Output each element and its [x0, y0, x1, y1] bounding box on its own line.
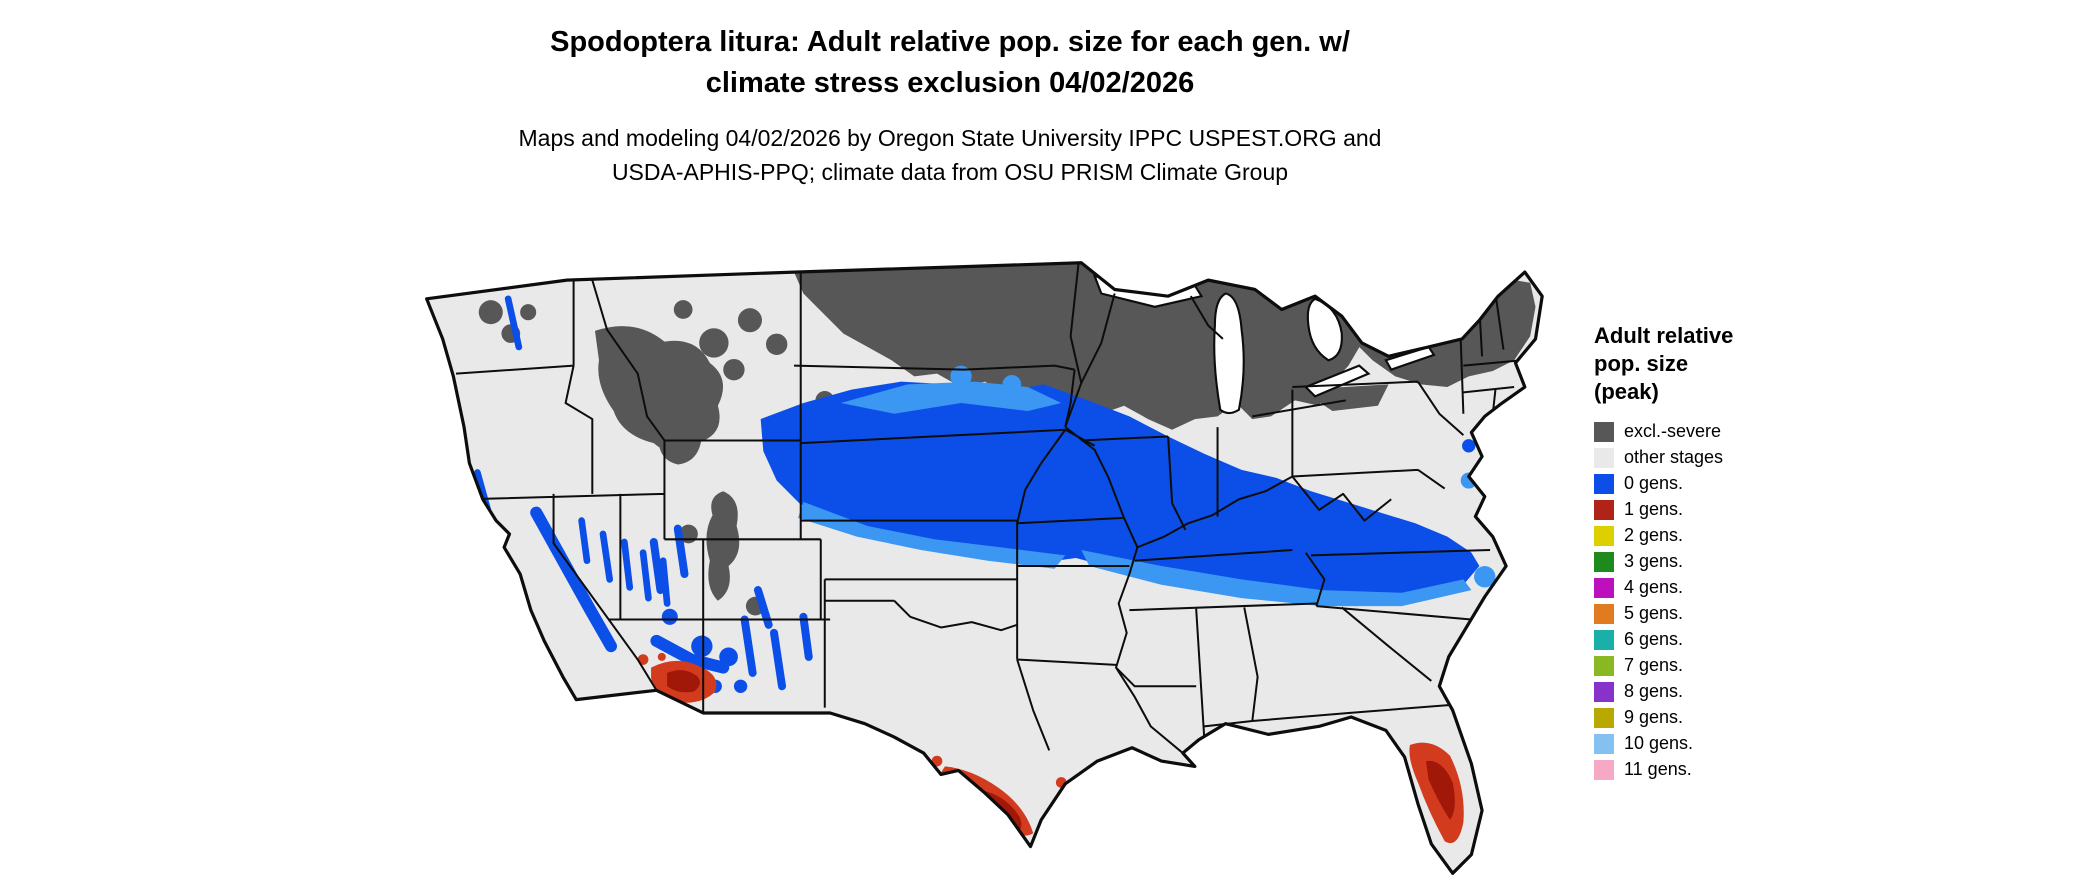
- legend-item-label: 9 gens.: [1624, 707, 1684, 728]
- legend-swatch: [1594, 421, 1614, 442]
- legend-item: 4 gens.: [1594, 577, 1844, 598]
- page-title: Spodoptera litura: Adult relative pop. s…: [0, 22, 1900, 104]
- map-shape: [950, 365, 972, 388]
- legend-item: 9 gens.: [1594, 707, 1844, 728]
- legend-swatch: [1594, 447, 1614, 468]
- map-shape: [455, 262, 1536, 844]
- legend-swatch: [1594, 655, 1614, 676]
- legend-title-line3: (peak): [1594, 379, 1659, 405]
- legend-swatch: [1594, 629, 1614, 650]
- header: Spodoptera litura: Adult relative pop. s…: [0, 22, 1900, 189]
- legend-item: excl.-severe: [1594, 421, 1844, 442]
- map-shape: [1081, 550, 1472, 607]
- legend-swatch: [1594, 499, 1614, 520]
- legend-swatch: [1594, 603, 1614, 624]
- blue-central-band: [760, 381, 1480, 607]
- excl-severe-colorado-rockies: [706, 491, 740, 601]
- legend-item: other stages: [1594, 447, 1844, 468]
- lake-erie: [1303, 364, 1371, 398]
- state-borders: [455, 262, 1523, 754]
- map-shape: [1002, 374, 1022, 394]
- legend-item: 2 gens.: [1594, 525, 1844, 546]
- page-title-line2: climate stress exclusion 04/02/2026: [705, 67, 1195, 100]
- map-shape: [661, 608, 678, 625]
- legend-item: 0 gens.: [1594, 473, 1844, 494]
- map-shape: [478, 300, 503, 325]
- map-region-0-gens: [661, 381, 1480, 693]
- legend-item: 6 gens.: [1594, 629, 1844, 650]
- legend-item: 7 gens.: [1594, 655, 1844, 676]
- map-shape: [691, 635, 713, 657]
- legend: Adult relative pop. size (peak) excl.-se…: [1594, 322, 1844, 785]
- legend-item-label: 5 gens.: [1624, 603, 1684, 624]
- legend-item-label: 6 gens.: [1624, 629, 1684, 650]
- map-shape: [673, 300, 693, 319]
- state-borders-west: [455, 272, 831, 713]
- mogollon-rim: [650, 634, 730, 674]
- map-shape: [1474, 566, 1496, 588]
- legend-item-label: 0 gens.: [1624, 473, 1684, 494]
- legend-swatch: [1594, 707, 1614, 728]
- page-subtitle-line2: USDA-APHIS-PPQ; climate data from OSU PR…: [611, 158, 1289, 185]
- legend-item: 1 gens.: [1594, 499, 1844, 520]
- legend-item-label: other stages: [1624, 447, 1724, 468]
- legend-item: 3 gens.: [1594, 551, 1844, 572]
- state-borders-central: [794, 262, 1346, 754]
- us-map: [425, 261, 1544, 875]
- legend-swatch: [1594, 681, 1614, 702]
- legend-item: 11 gens.: [1594, 759, 1844, 780]
- utah-ranges: [649, 524, 689, 595]
- legend-item-label: 4 gens.: [1624, 577, 1684, 598]
- lake-huron: [1306, 297, 1343, 362]
- map-shape: [733, 679, 748, 693]
- page-subtitle: Maps and modeling 04/02/2026 by Oregon S…: [0, 122, 1900, 189]
- sierra-nevada: [530, 506, 618, 653]
- legend-item-label: 2 gens.: [1624, 525, 1684, 546]
- map-shape: [723, 358, 745, 381]
- map-shape: [699, 328, 729, 358]
- map-shape: [765, 333, 788, 355]
- legend-swatch: [1594, 733, 1614, 754]
- legend-item: 5 gens.: [1594, 603, 1844, 624]
- legend-title-line2: pop. size: [1594, 351, 1689, 377]
- map-shape: [1425, 760, 1455, 820]
- legend-item: 10 gens.: [1594, 733, 1844, 754]
- map-shape: [798, 501, 1066, 569]
- legend-items: excl.-severe other stages 0 gens. 1 gens. 2 …: [1594, 421, 1844, 780]
- lake-michigan: [1213, 292, 1245, 415]
- map-shape: [657, 652, 666, 661]
- nevada-ranges: [578, 517, 671, 607]
- legend-item-label: 10 gens.: [1624, 733, 1694, 754]
- legend-item-label: 1 gens.: [1624, 499, 1684, 520]
- legend-swatch: [1594, 551, 1614, 572]
- map-region-0-gens-mountains: [474, 295, 813, 691]
- page-title-line1: Spodoptera litura: Adult relative pop. s…: [550, 26, 1350, 58]
- legend-item-label: excl.-severe: [1624, 421, 1722, 442]
- legend-swatch: [1594, 525, 1614, 546]
- legend-swatch: [1594, 759, 1614, 780]
- page-subtitle-line1: Maps and modeling 04/02/2026 by Oregon S…: [518, 125, 1382, 152]
- map-shape: [667, 670, 700, 693]
- legend-title: Adult relative pop. size (peak): [1594, 322, 1844, 406]
- legend-item-label: 7 gens.: [1624, 655, 1684, 676]
- legend-item: 8 gens.: [1594, 681, 1844, 702]
- legend-item-label: 8 gens.: [1624, 681, 1684, 702]
- legend-title-line1: Adult relative: [1594, 323, 1734, 348]
- map-shape: [737, 308, 762, 333]
- cascades: [504, 295, 523, 351]
- legend-item-label: 11 gens.: [1624, 759, 1692, 780]
- legend-swatch: [1594, 473, 1614, 494]
- legend-item-label: 3 gens.: [1624, 551, 1684, 572]
- legend-swatch: [1594, 577, 1614, 598]
- map-region-0-gens-light: [798, 365, 1496, 607]
- new-mexico-ranges: [740, 586, 813, 691]
- map-shape: [520, 304, 537, 321]
- map-shape: [1462, 439, 1476, 453]
